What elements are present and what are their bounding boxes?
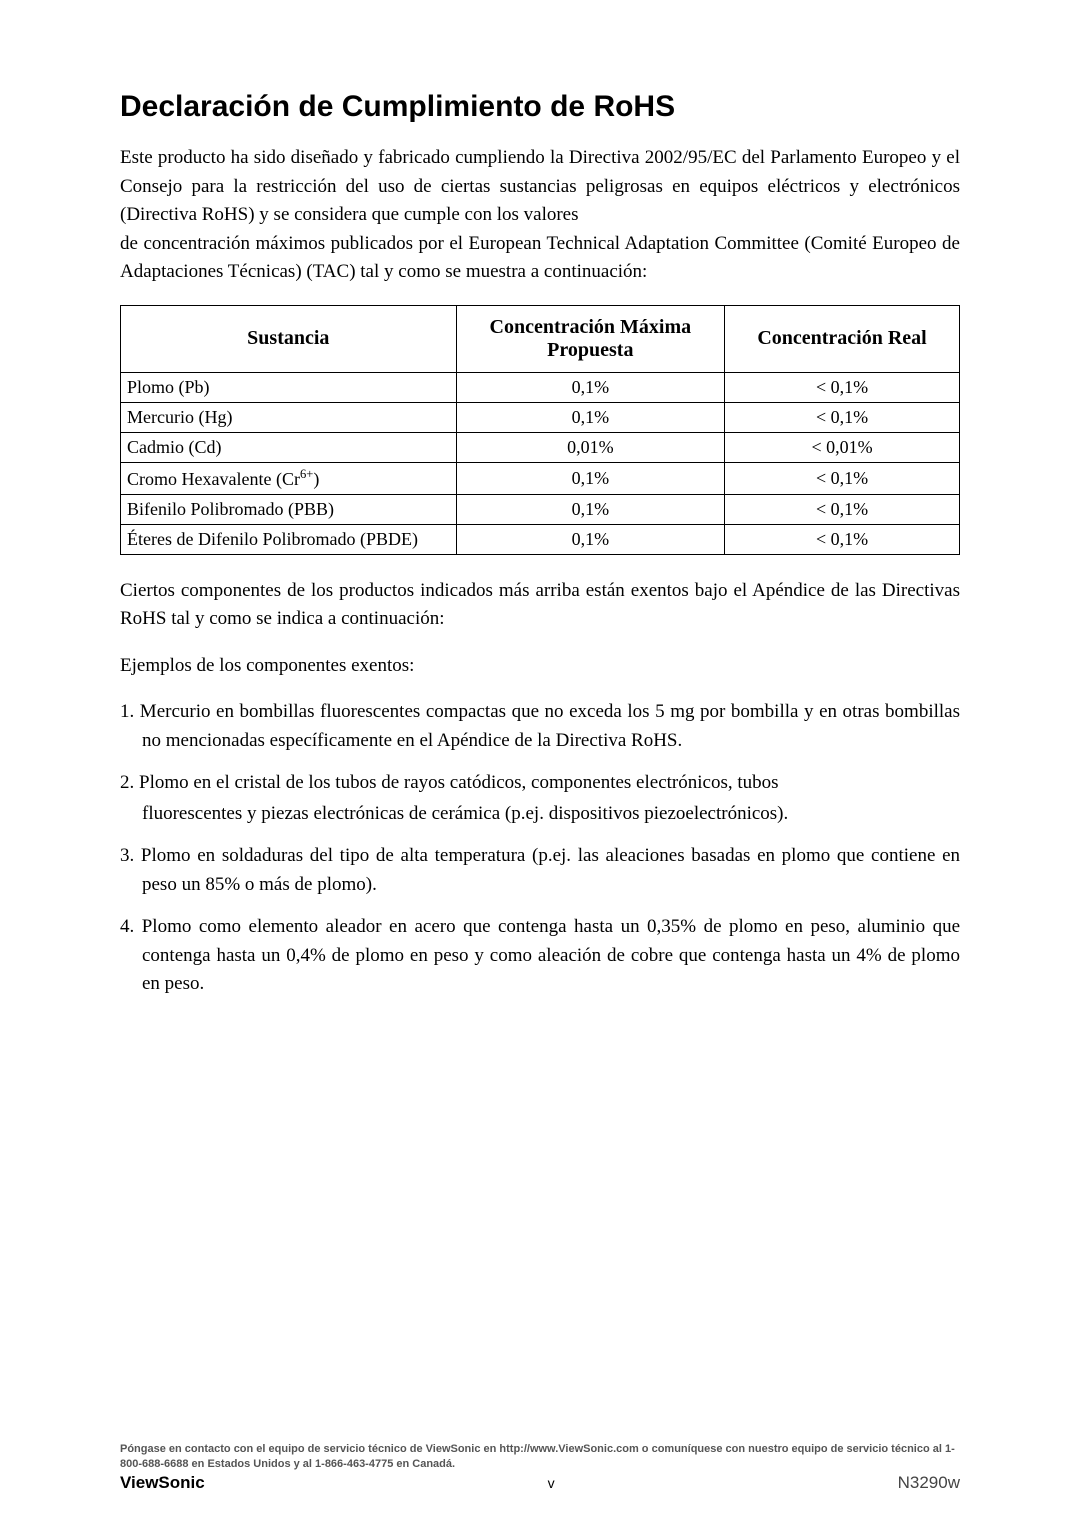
table-row: Bifenilo Polibromado (PBB) 0,1% < 0,1% [121,494,960,524]
footer-model: N3290w [898,1473,960,1493]
cell-actual: < 0,1% [725,524,960,554]
cell-substance: Mercurio (Hg) [121,402,457,432]
cell-max: 0,01% [456,432,724,462]
footer-page-number: v [548,1475,555,1491]
page-footer: Póngase en contacto con el equipo de ser… [120,1442,960,1493]
th-substance: Sustancia [121,305,457,372]
table-header-row: Sustancia Concentración Máxima Propuesta… [121,305,960,372]
intro-paragraph-1: Este producto ha sido diseñado y fabrica… [120,144,960,230]
cell-actual: < 0,1% [725,494,960,524]
footer-contact-note: Póngase en contacto con el equipo de ser… [120,1442,960,1471]
cell-max: 0,1% [456,494,724,524]
cell-actual: < 0,01% [725,432,960,462]
list-item-3: 3. Plomo en soldaduras del tipo de alta … [120,842,960,899]
cell-max: 0,1% [456,524,724,554]
list-item-2-line2: fluorescentes y piezas electrónicas de c… [120,800,960,829]
cell-substance: Cromo Hexavalente (Cr6+) [121,462,457,494]
table-row: Éteres de Difenilo Polibromado (PBDE) 0,… [121,524,960,554]
list-item-1: 1. Mercurio en bombillas fluorescentes c… [120,698,960,755]
footer-brand: ViewSonic [120,1473,205,1493]
list-item-2-line1: 2. Plomo en el cristal de los tubos de r… [120,769,960,798]
th-max: Concentración Máxima Propuesta [456,305,724,372]
cell-actual: < 0,1% [725,402,960,432]
cell-max: 0,1% [456,462,724,494]
exempt-intro: Ciertos componentes de los productos ind… [120,577,960,634]
intro-paragraph-2: de concentración máximos publicados por … [120,230,960,287]
rohs-table: Sustancia Concentración Máxima Propuesta… [120,305,960,555]
list-item-4: 4. Plomo como elemento aleador en acero … [120,913,960,999]
cell-actual: < 0,1% [725,372,960,402]
page-title: Declaración de Cumplimiento de RoHS [120,90,960,124]
cell-substance: Cadmio (Cd) [121,432,457,462]
cell-substance: Bifenilo Polibromado (PBB) [121,494,457,524]
footer-bar: ViewSonic v N3290w [120,1473,960,1493]
cell-actual: < 0,1% [725,462,960,494]
table-row: Mercurio (Hg) 0,1% < 0,1% [121,402,960,432]
th-actual: Concentración Real [725,305,960,372]
table-row: Cromo Hexavalente (Cr6+) 0,1% < 0,1% [121,462,960,494]
table-row: Cadmio (Cd) 0,01% < 0,01% [121,432,960,462]
cell-max: 0,1% [456,402,724,432]
cell-substance: Éteres de Difenilo Polibromado (PBDE) [121,524,457,554]
table-row: Plomo (Pb) 0,1% < 0,1% [121,372,960,402]
examples-label: Ejemplos de los componentes exentos: [120,652,960,681]
cell-substance: Plomo (Pb) [121,372,457,402]
cell-max: 0,1% [456,372,724,402]
